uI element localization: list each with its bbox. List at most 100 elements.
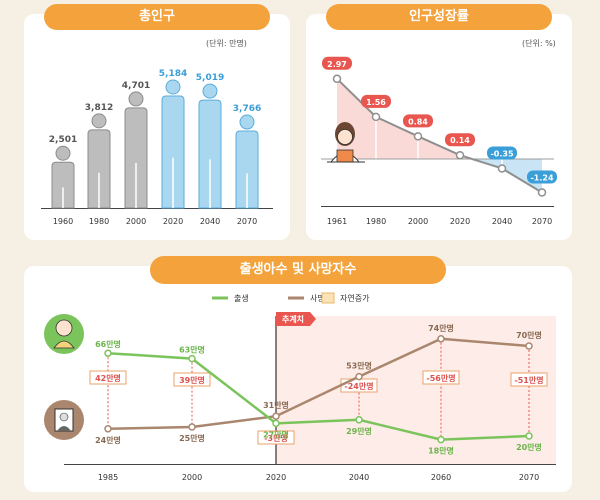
growth-point: [413, 132, 423, 141]
series-point: [188, 423, 196, 431]
series-point: [437, 335, 445, 343]
growth-value-label: 0.14: [450, 136, 470, 145]
negative-area: [472, 159, 542, 193]
growth-point: [371, 112, 381, 122]
person-head: [165, 79, 181, 95]
person-body: [198, 99, 222, 209]
natural-increase-label: -3만명: [264, 433, 288, 443]
legend-label: 자연증가: [340, 294, 370, 303]
population-bar: [87, 113, 111, 209]
series-point: [355, 416, 363, 424]
person-head: [239, 114, 255, 130]
baby-face: [55, 319, 73, 337]
person-head: [91, 113, 107, 129]
elder-portrait-icon: [44, 400, 84, 440]
total-population-title: 총인구: [44, 4, 270, 30]
year-tick-label: 1961: [327, 217, 347, 226]
year-tick-label: 2060: [431, 473, 451, 482]
birth-value-label: 18만명: [428, 446, 454, 456]
series-point: [104, 349, 112, 357]
series-point: [437, 435, 445, 444]
person-body: [51, 161, 75, 209]
population-value-label: 2,501: [49, 135, 77, 145]
growth-point: [497, 164, 507, 173]
portrait-face: [59, 412, 69, 422]
growth-label-bg: [322, 56, 352, 70]
series-point: [188, 354, 196, 363]
projection-area: [276, 316, 556, 464]
person-head: [202, 83, 218, 99]
death-value-label: 74만명: [428, 323, 454, 333]
series-point: [272, 412, 280, 420]
year-tick-label: 2000: [408, 217, 428, 226]
growth-point: [455, 150, 465, 160]
natural-increase-label: 42만명: [95, 373, 121, 383]
year-tick-label: 2070: [532, 217, 552, 226]
series-point: [272, 419, 280, 428]
growth-label-bg: [403, 114, 433, 128]
year-tick-label: 2020: [266, 473, 286, 482]
death-value-label: 25만명: [179, 433, 205, 443]
person-head: [55, 145, 71, 161]
year-tick-label: 2070: [237, 217, 257, 226]
total-population-unit: (단위: 만명): [206, 39, 247, 48]
woman-face: [337, 129, 353, 145]
year-tick-label: 2000: [182, 473, 202, 482]
year-tick-label: 2020: [163, 217, 183, 226]
natural-increase-label: 39만명: [179, 375, 205, 385]
natural-increase-box: [173, 372, 211, 387]
birth-value-label: 27만명: [263, 429, 289, 439]
legend-label: 사망: [310, 293, 325, 303]
woman-apron: [336, 149, 354, 163]
year-tick-label: 2040: [349, 473, 369, 482]
legend-swatch: [321, 292, 335, 304]
growth-label-bg: [487, 146, 517, 160]
growth-value-label: -0.35: [490, 149, 513, 158]
population-bar: [124, 91, 148, 209]
birth-value-label: 20만명: [516, 442, 542, 452]
woman-illustration: [327, 122, 365, 163]
population-value-label: 5,184: [159, 69, 187, 79]
year-tick-label: 1980: [366, 217, 386, 226]
person-body: [124, 107, 148, 209]
births-deaths-title: 출생아수 및 사망자수: [150, 256, 446, 284]
death-value-label: 24만명: [95, 435, 121, 445]
person-body: [161, 95, 185, 209]
series-line: [107, 337, 530, 431]
population-bar: [235, 114, 259, 209]
growth-line: [336, 78, 543, 194]
growth-label-bg: [527, 170, 557, 184]
baby-icon: [44, 314, 84, 354]
year-tick-label: 2040: [200, 217, 220, 226]
year-tick-label: 2040: [492, 217, 512, 226]
growth-value-label: 1.56: [366, 98, 386, 107]
series-point: [525, 432, 533, 440]
person-body: [87, 129, 111, 209]
series-point: [104, 425, 112, 433]
year-tick-label: 2070: [519, 473, 539, 482]
growth-value-label: -1.24: [530, 173, 553, 182]
natural-increase-box: [89, 370, 127, 385]
births-deaths-chart: 추계치 출생 사망 자연증가 42만명 39만명 -3만명 -24만명 -56만명 -51만명 66…: [44, 292, 556, 482]
population-bar: [198, 83, 222, 209]
growth-label-bg: [445, 133, 475, 147]
growth-rate-title: 인구성장률: [326, 4, 552, 30]
growth-rate-chart: 2.97 1961 1.56 1980 0.84 2000 0.14 2020 -0.35 204…: [321, 56, 557, 226]
year-tick-label: 1960: [53, 217, 73, 226]
natural-increase-label: -56만명: [426, 373, 455, 383]
portrait-body: [57, 426, 71, 431]
projection-tag-arrow: [310, 312, 316, 326]
growth-point: [537, 188, 547, 197]
year-tick-label: 1980: [89, 217, 109, 226]
population-bar: [51, 145, 75, 209]
legend-label: 출생: [234, 293, 249, 303]
death-value-label: 31만명: [263, 400, 289, 410]
total-population-chart: 2,501 1960 3,812 1980 4,701 2000 5,184 2020 5,01…: [41, 69, 273, 226]
growth-value-label: 2.97: [327, 60, 347, 69]
baby-body: [53, 340, 75, 349]
population-value-label: 3,766: [233, 104, 261, 114]
year-tick-label: 2000: [126, 217, 146, 226]
growth-value-label: 0.84: [408, 117, 428, 126]
population-value-label: 3,812: [85, 103, 113, 113]
death-value-label: 53만명: [346, 361, 372, 371]
